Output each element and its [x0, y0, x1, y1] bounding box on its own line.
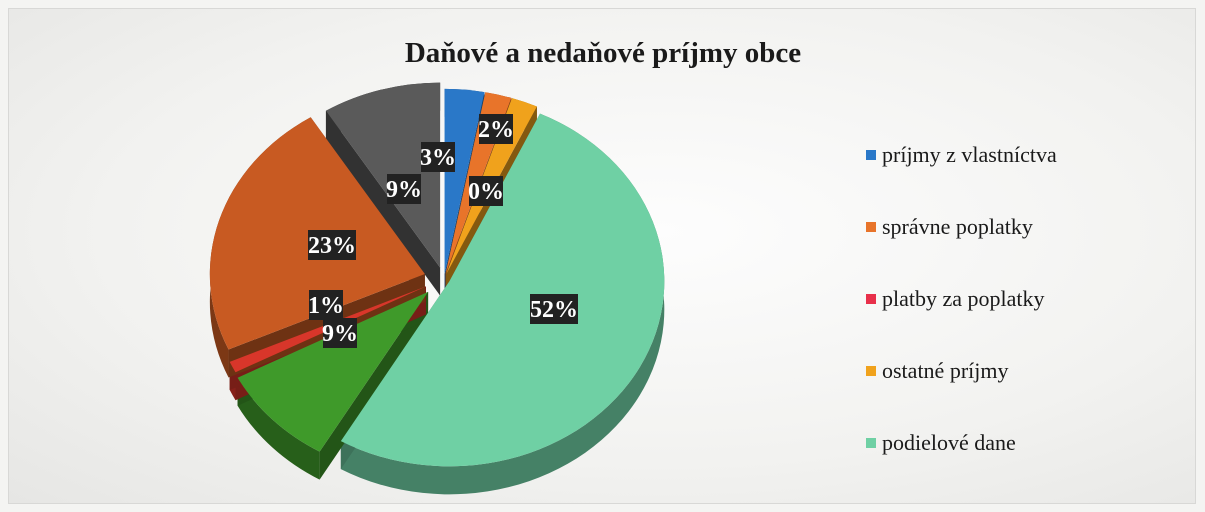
legend-label: platby za poplatky	[882, 286, 1045, 311]
pie-chart: 3%2%0%52%9%1%23%9%	[209, 82, 665, 495]
legend-label: príjmy z vlastníctva	[882, 142, 1057, 167]
pie-slice-side	[237, 377, 320, 480]
chart-title: Daňové a nedaňové príjmy obce	[404, 37, 802, 69]
data-label: 3%	[420, 145, 456, 171]
data-label-box	[530, 294, 578, 324]
pie-slice	[325, 82, 441, 268]
legend-swatch	[866, 294, 876, 304]
data-label-box	[323, 318, 357, 348]
pie-slice	[340, 113, 665, 467]
data-label-box	[387, 174, 421, 204]
legend-swatch	[866, 438, 876, 448]
legend-label: správne poplatky	[882, 214, 1033, 239]
data-label: 23%	[308, 233, 356, 259]
pie-slice	[237, 291, 429, 452]
legend-label: ostatné príjmy	[882, 358, 1009, 383]
pie-slice	[444, 88, 485, 274]
legend-item: platby za poplatky	[866, 263, 1205, 335]
legend-item: správne poplatky	[866, 191, 1205, 263]
data-label-box	[479, 114, 513, 144]
data-label: 9%	[322, 321, 358, 347]
legend-label: podielové dane	[882, 430, 1016, 455]
chart-frame: Daňové a nedaňové príjmy obce 3% 2% 0% 52% 9…	[8, 8, 1196, 504]
pie-slice-side	[340, 113, 665, 495]
pie-slice-face	[325, 110, 441, 296]
legend: príjmy z vlastníctva správne poplatky plat…	[866, 119, 1205, 479]
data-label-box	[469, 176, 503, 206]
data-label: 9%	[386, 177, 422, 203]
legend-swatch	[866, 222, 876, 232]
data-label: 2%	[478, 117, 514, 143]
data-label: 1%	[308, 293, 344, 319]
data-label: 0%	[468, 179, 504, 205]
data-label-box	[309, 290, 343, 320]
legend-item: podielové dane	[866, 407, 1205, 479]
data-label-box	[308, 230, 356, 260]
pie-labels: 3%2%0%52%9%1%23%9%	[308, 114, 578, 348]
legend-swatch	[866, 150, 876, 160]
legend-item: príjmy z vlastníctva	[866, 119, 1205, 191]
data-label-box	[421, 142, 455, 172]
legend-swatch	[866, 366, 876, 376]
legend-item: ostatné príjmy	[866, 335, 1205, 407]
data-label: 52%	[530, 297, 578, 323]
